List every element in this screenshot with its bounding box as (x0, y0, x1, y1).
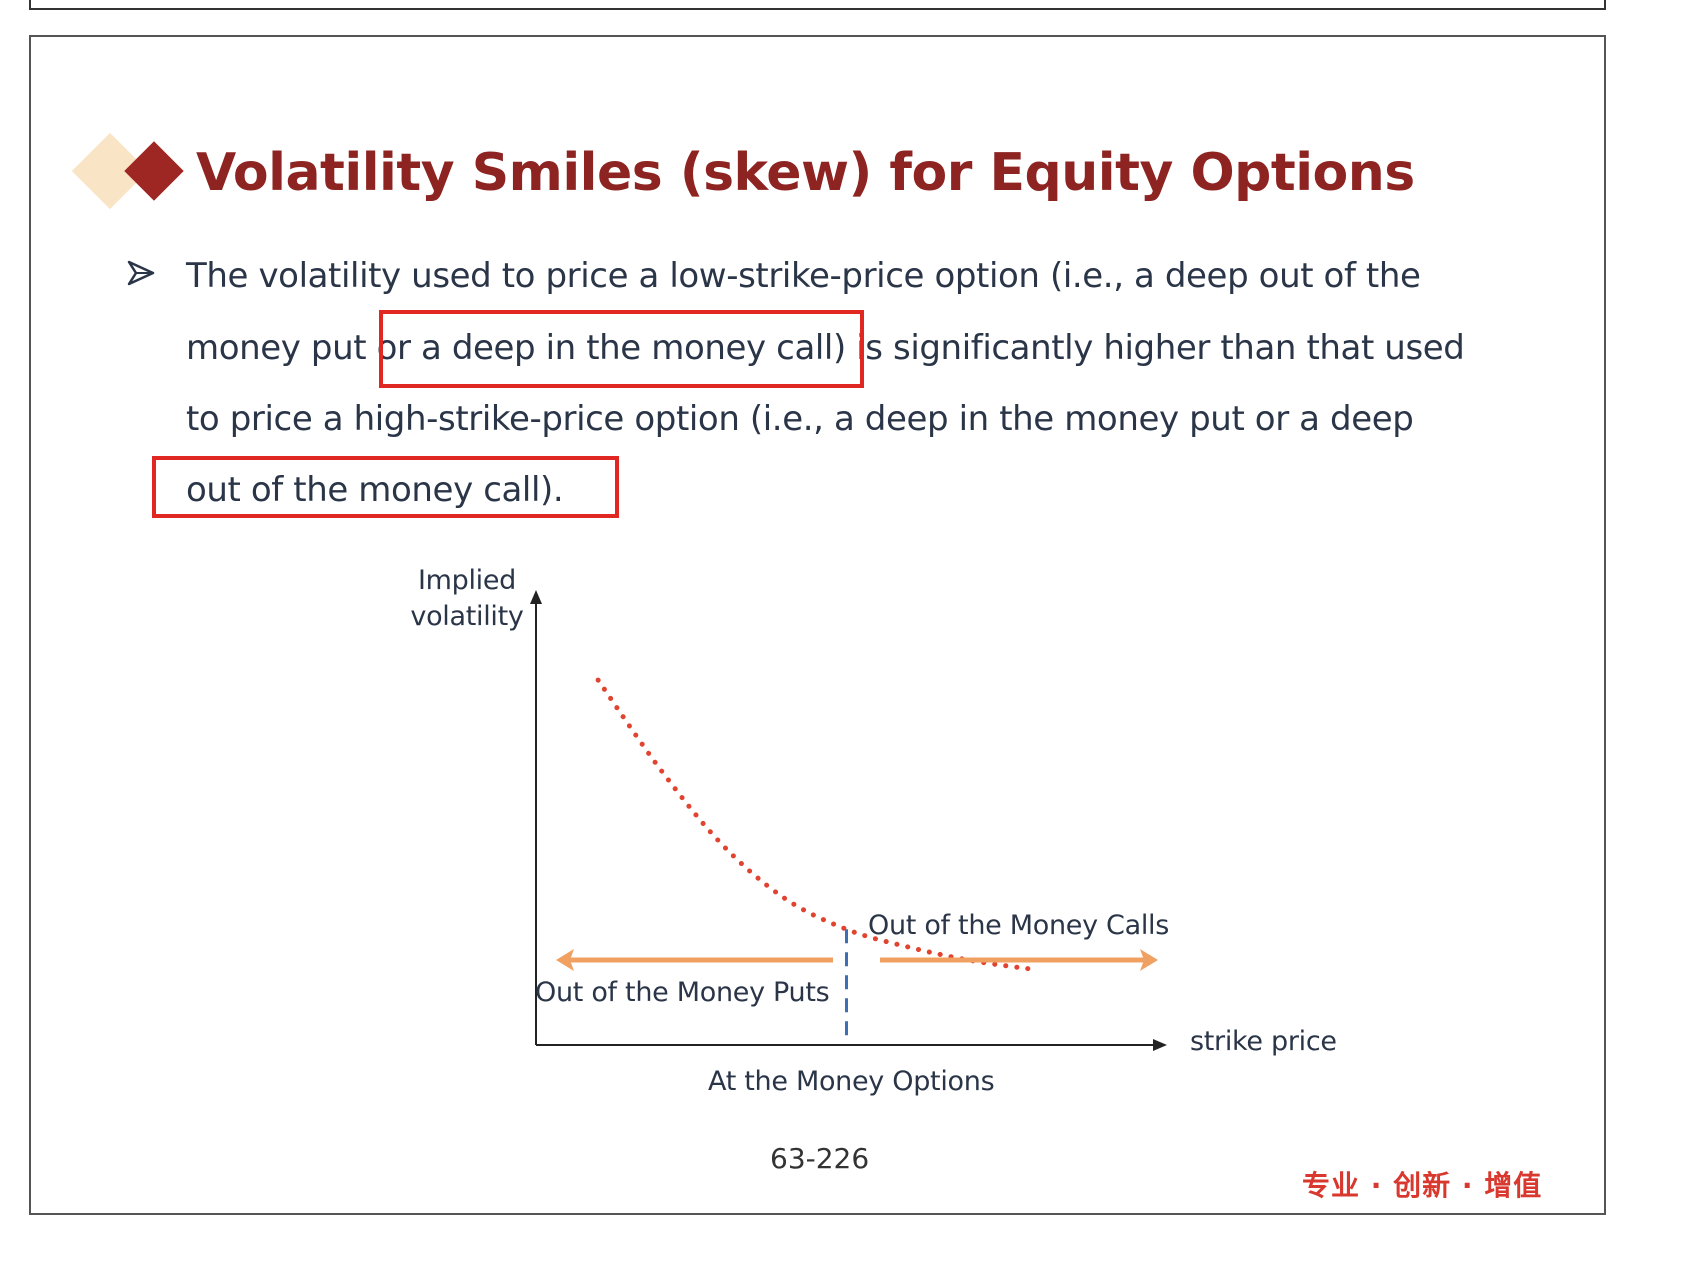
otm-calls-label: Out of the Money Calls (868, 910, 1169, 941)
x-axis-arrowhead (1153, 1039, 1167, 1051)
bullet-line-4: out of the money call). (186, 470, 564, 510)
bullet-line-2: money put or a deep in the money call) i… (186, 328, 1465, 368)
y-axis-label-line-2: volatility (410, 601, 524, 632)
arrow-bullet-icon (127, 260, 155, 286)
x-axis-label: strike price (1190, 1026, 1337, 1057)
bullet-line-3: to price a high-strike-price option (i.e… (186, 399, 1414, 439)
highlight-box-deep-itm-call (379, 310, 864, 388)
y-axis-label-line-1: Implied (417, 565, 517, 596)
atm-label: At the Money Options (708, 1066, 995, 1097)
previous-slide-frame (29, 0, 1606, 10)
otm-puts-label: Out of the Money Puts (535, 977, 830, 1008)
y-axis-arrowhead (530, 590, 542, 604)
volatility-curve-line (595, 677, 1036, 972)
page-number: 63-226 (770, 1142, 870, 1175)
y-axis-label: Implied volatility (407, 563, 527, 635)
highlight-box-deep-otm-call (152, 456, 619, 518)
otm-puts-arrow (556, 949, 833, 971)
slide-title: Volatility Smiles (skew) for Equity Opti… (196, 143, 1415, 203)
otm-calls-arrow (880, 949, 1158, 971)
slide (29, 35, 1606, 1215)
bullet-line-1: The volatility used to price a low-strik… (186, 256, 1421, 296)
volatility-curve (595, 677, 1036, 972)
slogan: 专业 · 创新 · 增值 (1302, 1169, 1543, 1202)
